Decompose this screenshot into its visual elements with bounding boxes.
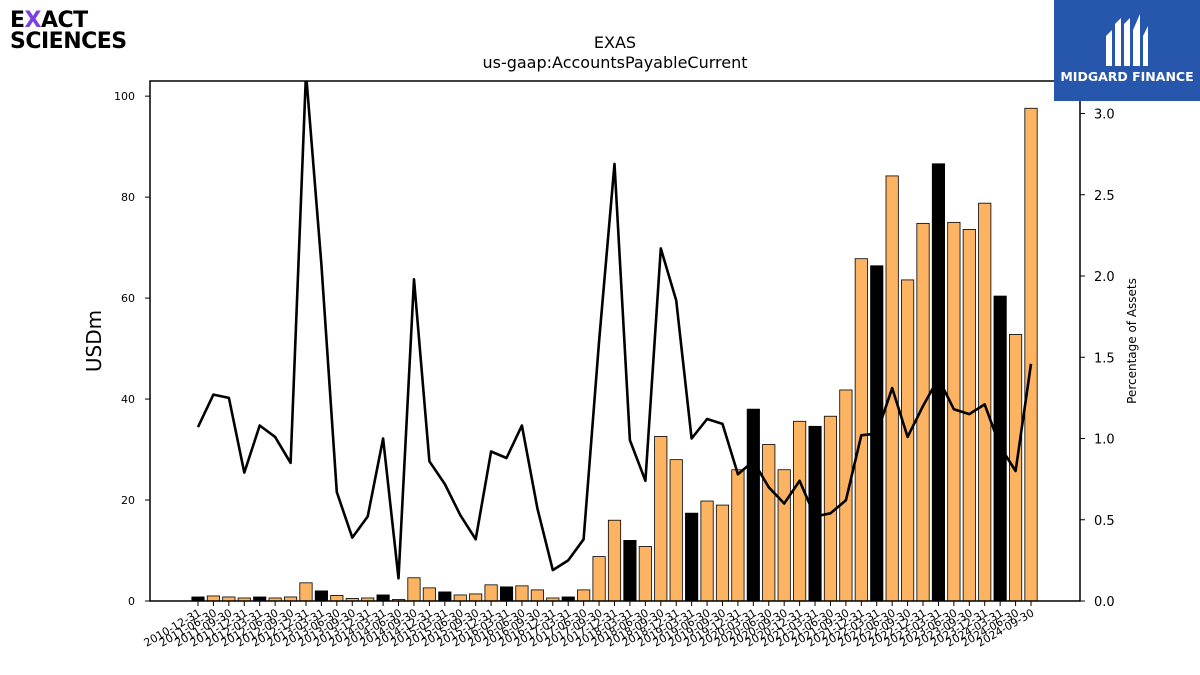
y2-tick-label: 2.0 <box>1094 270 1115 285</box>
bar <box>746 408 760 602</box>
bar <box>438 591 452 602</box>
bar <box>469 593 483 602</box>
midgard-emblem-icon <box>1106 14 1148 66</box>
bar <box>685 512 699 602</box>
bar <box>793 420 807 602</box>
bar <box>299 582 313 602</box>
y-axis-label: USDm <box>82 310 106 372</box>
bar <box>499 586 514 602</box>
bar <box>314 590 328 602</box>
bar <box>376 594 390 602</box>
y2-tick-label: 2.5 <box>1094 189 1115 204</box>
logo-text: ACT <box>41 8 88 33</box>
y-tick-label: 60 <box>121 292 135 305</box>
exact-sciences-logo: EXACT SCIENCES <box>10 10 130 54</box>
y2-axis-label: Percentage of Assets <box>1125 278 1139 404</box>
y-tick-label: 0 <box>128 595 135 608</box>
y2-tick-label: 3.0 <box>1094 108 1115 123</box>
bar <box>654 436 668 602</box>
bar <box>669 459 683 602</box>
logo-text: E <box>10 8 25 33</box>
bar <box>623 540 637 602</box>
bar <box>715 504 730 602</box>
plot-frame <box>149 80 1081 602</box>
bar <box>453 594 467 602</box>
y2-tick-label: 1.0 <box>1094 433 1115 448</box>
y2-tick-label: 1.5 <box>1094 351 1115 366</box>
chart-title: EXAS <box>594 33 636 52</box>
bar <box>978 202 992 602</box>
bar <box>638 546 652 602</box>
bar <box>901 279 915 602</box>
bar <box>854 258 868 602</box>
bar <box>422 587 436 602</box>
bar <box>330 595 344 602</box>
percentage-of-assets-line <box>196 81 1033 580</box>
bar <box>762 444 776 602</box>
bar <box>407 577 421 602</box>
logo-text: SCIENCES <box>10 29 127 54</box>
logo-x-mark: X <box>24 8 42 33</box>
bar <box>484 584 498 602</box>
bar <box>777 469 791 602</box>
bar <box>515 585 529 602</box>
y-tick-label: 20 <box>121 494 135 507</box>
bar <box>206 595 220 602</box>
bar <box>1024 107 1038 602</box>
bar <box>577 589 591 602</box>
midgard-finance-label: MIDGARD FINANCE <box>1060 69 1194 84</box>
bar <box>700 500 714 602</box>
y2-tick-label: 0.0 <box>1094 595 1115 610</box>
bar <box>931 163 946 602</box>
y2-tick-label: 0.5 <box>1094 514 1115 529</box>
y-tick-label: 100 <box>114 90 135 103</box>
bar <box>592 556 606 602</box>
y-tick-label: 40 <box>121 393 135 406</box>
bar <box>607 519 622 602</box>
bar <box>530 589 544 602</box>
bar <box>731 469 745 602</box>
y-tick-label: 80 <box>121 191 135 204</box>
midgard-finance-logo: MIDGARD FINANCE <box>1054 0 1200 101</box>
chart-subtitle: us-gaap:AccountsPayableCurrent <box>482 53 747 72</box>
